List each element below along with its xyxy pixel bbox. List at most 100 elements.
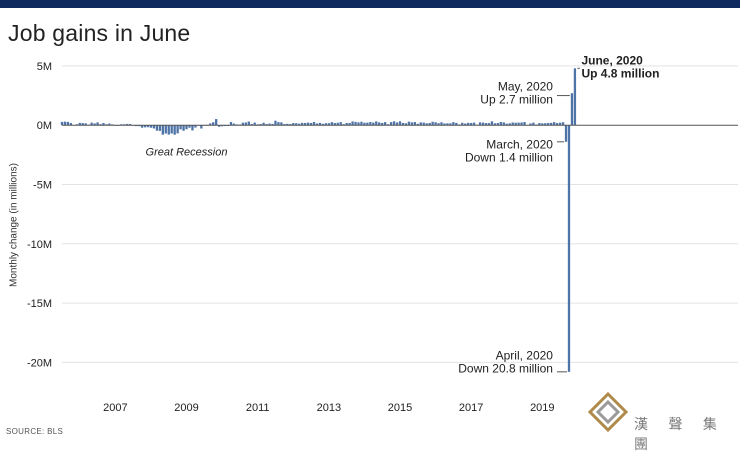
bar bbox=[570, 93, 574, 126]
x-tick-label: 2009 bbox=[174, 402, 198, 414]
bar bbox=[478, 122, 482, 126]
x-tick-labels: 2007 2009 2011 2013 2015 2017 2019 bbox=[103, 402, 554, 414]
bar bbox=[351, 121, 354, 126]
x-tick-label: 2013 bbox=[317, 402, 341, 414]
bar bbox=[209, 123, 212, 126]
bar bbox=[81, 123, 84, 126]
bar bbox=[126, 123, 129, 126]
bar bbox=[140, 125, 144, 128]
bar bbox=[63, 121, 67, 126]
bar bbox=[306, 122, 310, 126]
bar bbox=[493, 123, 497, 126]
bar bbox=[179, 125, 182, 130]
bar bbox=[324, 123, 328, 126]
bar bbox=[176, 125, 179, 134]
gridlines bbox=[62, 65, 738, 363]
bar bbox=[93, 123, 96, 126]
bar bbox=[220, 125, 224, 127]
bar bbox=[437, 123, 440, 126]
bar bbox=[244, 122, 247, 126]
bar bbox=[550, 122, 553, 126]
annotation-label: Up 4.8 million bbox=[581, 66, 659, 80]
bar bbox=[502, 122, 505, 126]
bar bbox=[289, 124, 292, 126]
bar bbox=[573, 68, 577, 126]
bar bbox=[212, 122, 215, 126]
x-tick-label: 2011 bbox=[246, 402, 270, 414]
bar bbox=[384, 122, 387, 126]
bar bbox=[419, 122, 422, 126]
bar bbox=[470, 122, 473, 126]
bar bbox=[229, 122, 233, 126]
bar bbox=[303, 122, 307, 126]
bar bbox=[298, 123, 301, 126]
bar bbox=[372, 122, 375, 126]
bar bbox=[259, 124, 262, 126]
bar bbox=[511, 122, 514, 126]
bar bbox=[496, 123, 499, 126]
bar bbox=[200, 125, 203, 129]
bar bbox=[295, 123, 298, 126]
bar bbox=[161, 125, 164, 135]
bar bbox=[428, 122, 431, 126]
bar bbox=[413, 122, 416, 126]
x-tick-label: 2019 bbox=[530, 402, 554, 414]
annotation-label: May, 2020 bbox=[498, 79, 553, 93]
bar bbox=[541, 123, 544, 126]
bar bbox=[416, 123, 419, 126]
bar bbox=[339, 122, 342, 126]
y-tick-labels: 5M 0M -5M -10M -15M -20M bbox=[27, 61, 52, 369]
bar bbox=[327, 123, 330, 126]
bar bbox=[404, 123, 408, 126]
bar bbox=[315, 123, 319, 126]
bar bbox=[561, 122, 565, 126]
bar bbox=[271, 123, 274, 126]
bar bbox=[395, 122, 399, 126]
bar bbox=[392, 121, 396, 126]
bar bbox=[375, 121, 378, 126]
bar bbox=[149, 125, 153, 128]
annotation-label: Down 20.8 million bbox=[458, 362, 553, 376]
bar bbox=[301, 122, 304, 126]
bar bbox=[215, 119, 218, 126]
bar bbox=[146, 125, 150, 128]
bar bbox=[277, 122, 280, 126]
bar bbox=[508, 123, 511, 126]
bar bbox=[381, 122, 384, 126]
y-tick-label: 0M bbox=[37, 120, 52, 132]
bar bbox=[538, 123, 541, 126]
bar bbox=[567, 125, 571, 372]
chart-title: Job gains in June bbox=[8, 20, 191, 46]
bar bbox=[564, 125, 568, 142]
annotation-label: Great Recession bbox=[146, 146, 228, 158]
bar bbox=[330, 122, 333, 126]
bar bbox=[425, 123, 428, 126]
bar bbox=[170, 125, 173, 134]
bar bbox=[78, 122, 81, 126]
bar bbox=[434, 122, 437, 126]
bar bbox=[431, 121, 434, 126]
bar bbox=[378, 122, 381, 126]
bar bbox=[461, 122, 464, 126]
bar bbox=[555, 123, 559, 126]
x-tick-label: 2007 bbox=[103, 402, 127, 414]
bar bbox=[247, 121, 250, 126]
bar bbox=[360, 121, 363, 126]
bar bbox=[354, 121, 357, 126]
bar bbox=[452, 122, 455, 126]
bar bbox=[155, 125, 159, 131]
bar bbox=[333, 122, 336, 126]
bar bbox=[422, 122, 425, 126]
bar bbox=[348, 122, 351, 126]
bar bbox=[84, 123, 87, 126]
bar bbox=[69, 123, 73, 126]
bar bbox=[66, 121, 70, 126]
annotation-label: Down 1.4 million bbox=[465, 150, 553, 164]
bar bbox=[217, 125, 221, 127]
bar bbox=[292, 123, 295, 126]
bar bbox=[90, 122, 93, 126]
bar bbox=[158, 125, 161, 131]
bar bbox=[191, 125, 194, 131]
bar bbox=[321, 123, 325, 126]
